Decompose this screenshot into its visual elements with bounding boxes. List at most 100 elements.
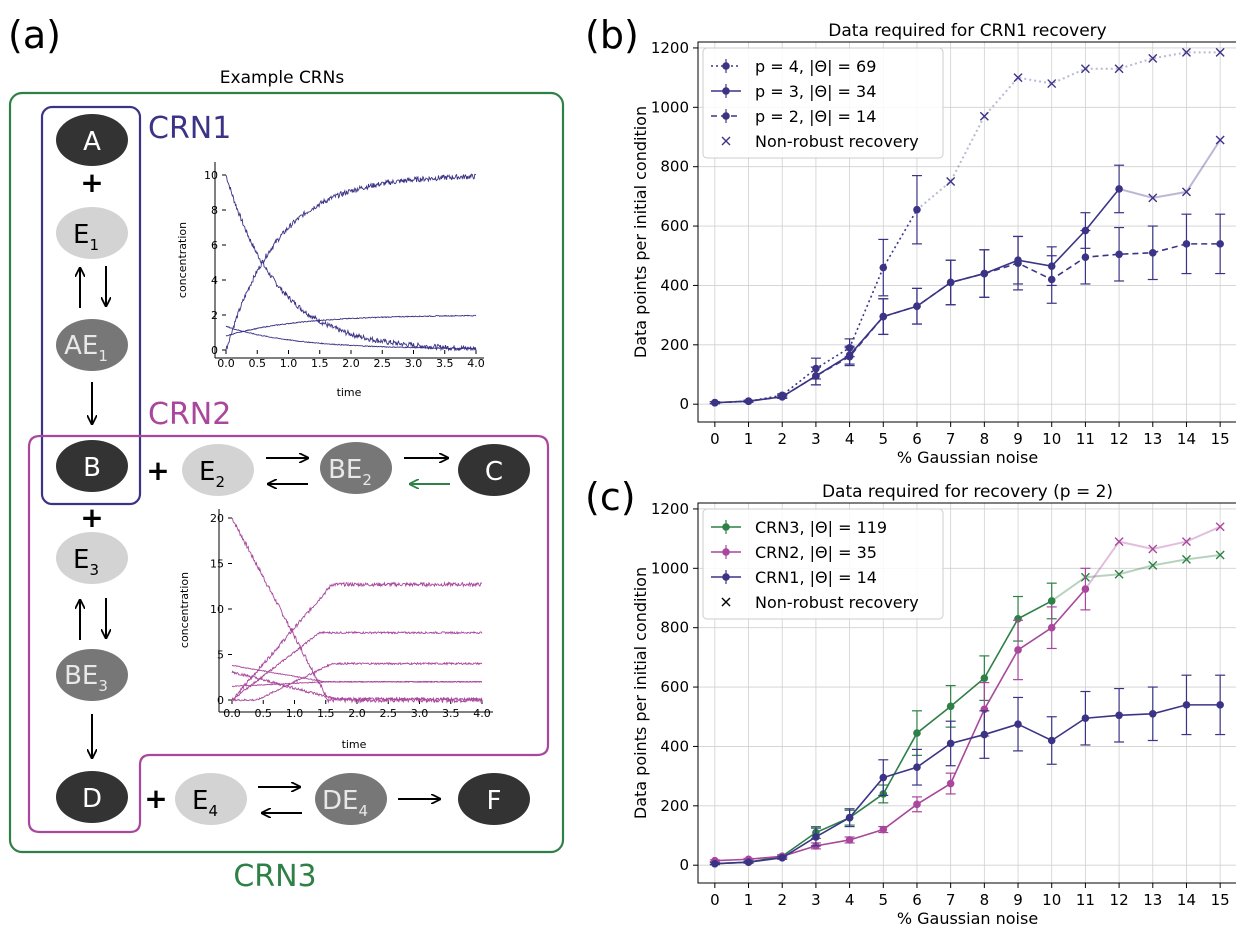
y-tick-label: 200 <box>660 336 689 354</box>
data-point <box>1148 709 1157 718</box>
series-line-nonrobust <box>1051 553 1221 602</box>
plus-sign: + <box>146 454 169 487</box>
data-point <box>980 730 989 739</box>
inset-xtick-label: 1.5 <box>311 357 329 370</box>
y-axis-label: Data points per initial condition <box>631 567 650 819</box>
legend-label: CRN3, |Θ| = 119 <box>755 518 887 537</box>
inset-ytick-label: 2 <box>211 309 218 322</box>
y-tick-label: 600 <box>660 678 689 696</box>
legend-label: p = 3, |Θ| = 34 <box>755 82 876 101</box>
y-tick-label: 1000 <box>651 559 689 577</box>
data-point <box>980 269 989 278</box>
inset-trace <box>225 325 477 350</box>
plus-sign: + <box>80 501 103 534</box>
data-point <box>744 397 753 406</box>
svg-text:BE3: BE3 <box>64 661 108 695</box>
data-point <box>913 800 921 809</box>
data-point <box>1182 701 1191 709</box>
node-BE2: BE2 <box>320 442 392 494</box>
diagram-title: Example CRNs <box>220 68 345 88</box>
series-line <box>714 704 1221 865</box>
data-point <box>879 312 888 321</box>
nonrobust-marker <box>1148 193 1158 203</box>
y-tick-label: 0 <box>679 856 689 874</box>
nonrobust-marker <box>979 111 989 121</box>
nonrobust-marker <box>1080 64 1090 74</box>
svg-text:E2: E2 <box>199 457 225 491</box>
x-tick-label: 10 <box>1042 891 1061 909</box>
inset-ytick-label: 5 <box>217 649 224 662</box>
x-tick-label: 10 <box>1042 430 1061 448</box>
legend-label: CRN2, |Θ| = 35 <box>755 543 877 562</box>
svg-text:AE1: AE1 <box>64 331 108 365</box>
x-tick-label: 8 <box>980 891 990 909</box>
nonrobust-marker <box>1215 550 1225 560</box>
x-tick-label: 8 <box>980 430 990 448</box>
crn2-label: CRN2 <box>148 397 231 432</box>
inset-xtick-label: 3.5 <box>436 357 454 370</box>
inset-xtick-label: 0.5 <box>255 707 273 720</box>
nonrobust-marker <box>1215 522 1225 532</box>
inset-xtick-label: 3.5 <box>442 707 460 720</box>
panel-a-letter: (a) <box>8 13 61 57</box>
x-tick-label: 15 <box>1211 430 1230 448</box>
inset-ytick-label: 20 <box>210 512 224 525</box>
nonrobust-marker <box>1148 544 1158 554</box>
svg-text:E4: E4 <box>192 786 218 820</box>
plus-sign: + <box>144 782 167 815</box>
y-tick-label: 1200 <box>651 39 689 57</box>
y-tick-label: 800 <box>660 619 689 637</box>
x-axis-label: % Gaussian noise <box>897 448 1038 467</box>
legend-marker <box>722 112 730 120</box>
node-E3: E3 <box>56 532 128 584</box>
x-tick-label: 0 <box>710 430 720 448</box>
inset-trace <box>231 581 483 702</box>
legend-box <box>702 47 944 159</box>
legend-box <box>702 508 944 620</box>
crn1-box <box>40 105 142 506</box>
plus-sign: + <box>80 166 103 199</box>
data-point <box>1148 248 1157 257</box>
node-E4: E4 <box>175 773 247 825</box>
x-tick-label: 14 <box>1177 891 1196 909</box>
series-line-nonrobust <box>1118 139 1221 199</box>
nonrobust-marker <box>1181 187 1191 197</box>
node-D: D <box>56 771 128 823</box>
data-point <box>1047 736 1056 745</box>
inset-plot-crn1: concentration time 0.0 0.5 1.0 1.5 2.0 2.5 3.0… <box>176 162 485 399</box>
inset-trace <box>231 664 483 683</box>
chart-c: Data required for recovery (p = 2)0 1 2 3 4 5… <box>631 482 1236 925</box>
x-tick-label: 13 <box>1143 430 1162 448</box>
x-tick-label: 5 <box>879 891 889 909</box>
nonrobust-marker <box>1114 537 1124 547</box>
svg-text:F: F <box>487 786 502 816</box>
legend-label: p = 4, |Θ| = 69 <box>755 57 876 76</box>
svg-text:E1: E1 <box>73 220 99 254</box>
inset-xtick-label: 1.0 <box>286 707 304 720</box>
x-tick-label: 12 <box>1110 891 1129 909</box>
panel-c-letter: (c) <box>585 475 636 519</box>
x-tick-label: 2 <box>777 430 787 448</box>
inset-xtick-label: 4.0 <box>473 707 491 720</box>
svg-text:A: A <box>83 127 101 157</box>
data-point <box>1081 585 1090 593</box>
inset2-ylabel: concentration <box>178 572 191 648</box>
plot-frame <box>697 502 1236 884</box>
nonrobust-marker <box>1181 47 1191 57</box>
x-tick-label: 3 <box>811 430 821 448</box>
legend-label: Non-robust recovery <box>755 132 919 151</box>
node-E2: E2 <box>182 444 254 496</box>
x-tick-label: 0 <box>710 891 720 909</box>
data-point <box>1014 720 1022 728</box>
data-point <box>1014 646 1022 654</box>
data-point <box>1014 259 1022 267</box>
data-point <box>879 263 888 272</box>
data-point <box>1081 253 1090 262</box>
inset-xtick-label: 1.5 <box>317 707 335 720</box>
inset-trace <box>225 314 477 337</box>
inset-trace <box>231 661 483 702</box>
data-point <box>1182 240 1191 248</box>
x-tick-label: 15 <box>1211 891 1230 909</box>
data-point <box>1216 240 1224 248</box>
